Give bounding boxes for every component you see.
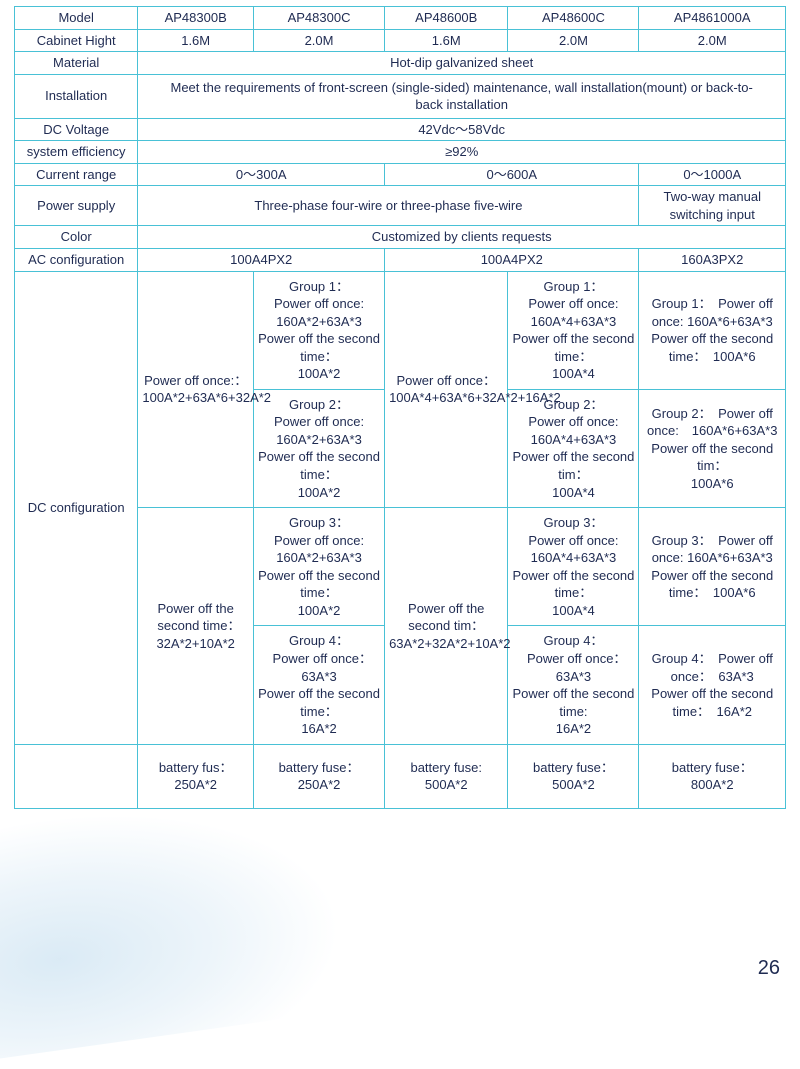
dc-b-top: Power off once:：100A*2+63A*6+32A*2 [138,271,254,508]
dc-f3: Group 3： Power off once: 160A*6+63A*3Pow… [639,508,786,626]
power-1: Three-phase four-wire or three-phase fiv… [138,186,639,226]
dc-e3: Group 3：Power off once:160A*4+63A*3Power… [508,508,639,626]
ac-label: AC configuration [15,249,138,272]
ac-3: 160A3PX2 [639,249,786,272]
row-install: Installation Meet the requirements of fr… [15,74,786,118]
dc-f1: Group 1： Power off once: 160A*6+63A*3Pow… [639,271,786,389]
model-1: AP48300B [138,7,254,30]
dc-d-bot: Power off the second tim：63A*2+32A*2+10A… [385,508,508,745]
row-dcv: DC Voltage 42Vdc～58Vdc [15,118,786,141]
row-power: Power supply Three-phase four-wire or th… [15,186,786,226]
install-label: Installation [15,74,138,118]
dc-f2: Group 2： Power off once: 160A*6+63A*3Pow… [639,389,786,507]
material-val: Hot-dip galvanized sheet [138,52,786,75]
dc-e2: Group 2：Power off once:160A*4+63A*3Power… [508,389,639,507]
row-fuse: battery fus：250A*2 battery fuse：250A*2 b… [15,744,786,808]
fuse-5: battery fuse：800A*2 [639,744,786,808]
page-number: 26 [758,957,780,980]
dc-label: DC configuration [15,271,138,744]
model-label: Model [15,7,138,30]
color-label: Color [15,226,138,249]
row-dc-1: DC configuration Power off once:：100A*2+… [15,271,786,389]
dcv-label: DC Voltage [15,118,138,141]
current-2: 0～600A [385,163,639,186]
eff-val: ≥92% [138,141,786,164]
row-material: Material Hot-dip galvanized sheet [15,52,786,75]
model-4: AP48600C [508,7,639,30]
current-1: 0～300A [138,163,385,186]
cabinet-1: 1.6M [138,29,254,52]
dc-c2: Group 2：Power off once:160A*2+63A*3Power… [254,389,385,507]
dc-d-top: Power off once：100A*4+63A*6+32A*2+16A*2 [385,271,508,508]
eff-label: system efficiency [15,141,138,164]
install-val: Meet the requirements of front-screen (s… [138,74,786,118]
ac-2: 100A4PX2 [385,249,639,272]
current-3: 0～1000A [639,163,786,186]
row-current: Current range 0～300A 0～600A 0～1000A [15,163,786,186]
dc-c3: Group 3：Power off once:160A*2+63A*3Power… [254,508,385,626]
cabinet-2: 2.0M [254,29,385,52]
dcv-val: 42Vdc～58Vdc [138,118,786,141]
dc-c1: Group 1：Power off once:160A*2+63A*3Power… [254,271,385,389]
spec-table: Model AP48300B AP48300C AP48600B AP48600… [14,6,786,809]
fuse-3: battery fuse:500A*2 [385,744,508,808]
dc-e4: Group 4：Power off once： 63A*3Power off t… [508,626,639,744]
model-2: AP48300C [254,7,385,30]
model-3: AP48600B [385,7,508,30]
row-model: Model AP48300B AP48300C AP48600B AP48600… [15,7,786,30]
row-eff: system efficiency ≥92% [15,141,786,164]
fuse-label [15,744,138,808]
material-label: Material [15,52,138,75]
fuse-1: battery fus：250A*2 [138,744,254,808]
row-color: Color Customized by clients requests [15,226,786,249]
current-label: Current range [15,163,138,186]
cabinet-5: 2.0M [639,29,786,52]
cabinet-4: 2.0M [508,29,639,52]
power-2: Two-way manual switching input [639,186,786,226]
ac-1: 100A4PX2 [138,249,385,272]
dc-c4: Group 4：Power off once： 63A*3Power off t… [254,626,385,744]
model-5: AP4861000A [639,7,786,30]
dc-e1: Group 1：Power off once:160A*4+63A*3Power… [508,271,639,389]
cabinet-3: 1.6M [385,29,508,52]
color-val: Customized by clients requests [138,226,786,249]
dc-b-bot: Power off the second time： 32A*2+10A*2 [138,508,254,745]
dc-f4: Group 4： Power off once： 63A*3Power off … [639,626,786,744]
cabinet-label: Cabinet Hight [15,29,138,52]
row-cabinet: Cabinet Hight 1.6M 2.0M 1.6M 2.0M 2.0M [15,29,786,52]
row-ac: AC configuration 100A4PX2 100A4PX2 160A3… [15,249,786,272]
fuse-2: battery fuse：250A*2 [254,744,385,808]
fuse-4: battery fuse：500A*2 [508,744,639,808]
power-label: Power supply [15,186,138,226]
